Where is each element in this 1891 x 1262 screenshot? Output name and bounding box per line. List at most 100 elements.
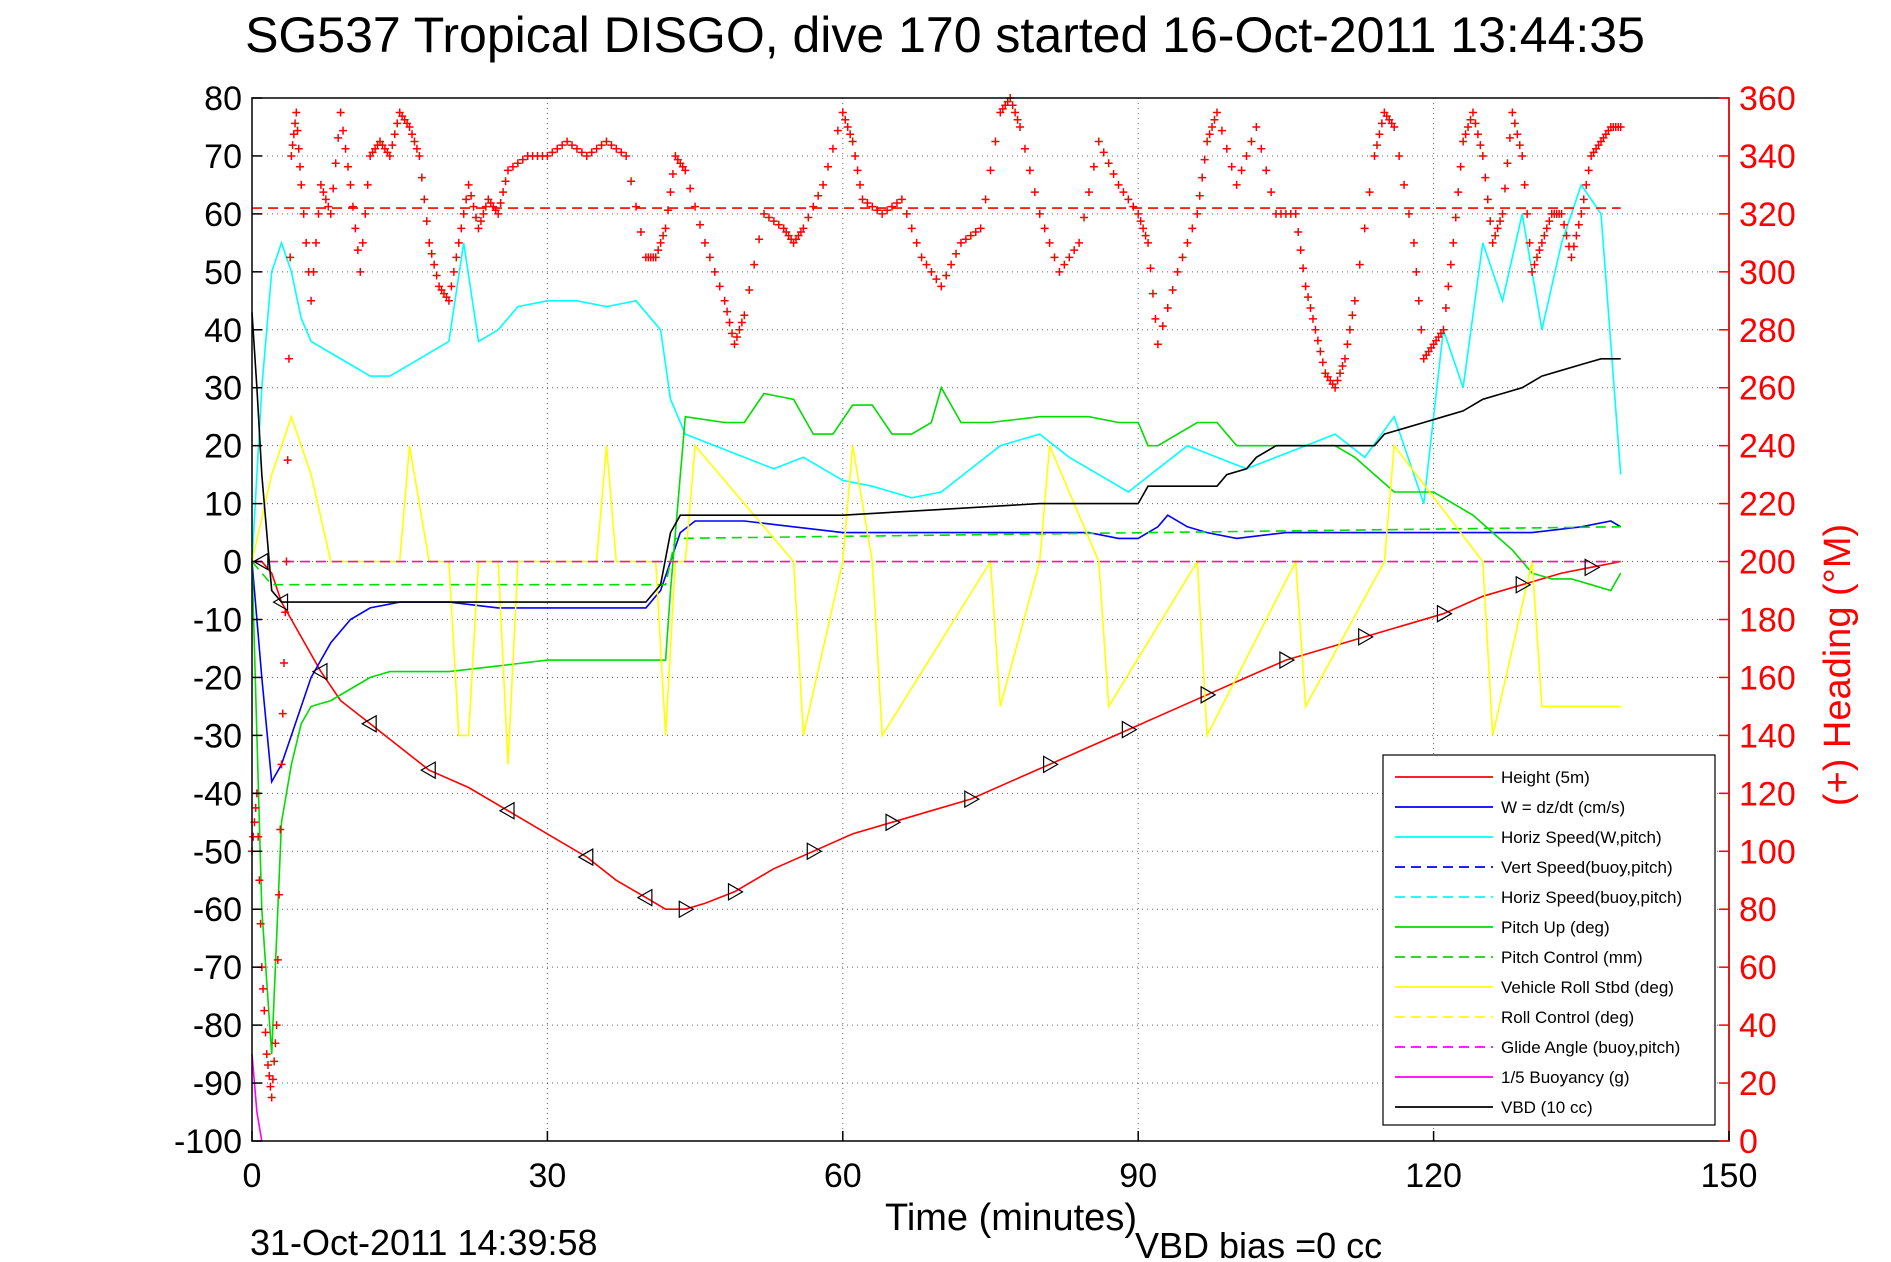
heading-marker	[1129, 202, 1138, 211]
heading-marker	[543, 151, 552, 160]
heading-marker	[961, 235, 970, 244]
heading-marker	[508, 162, 517, 171]
heading-marker	[1262, 166, 1271, 175]
heading-marker	[302, 238, 311, 247]
heading-marker	[572, 144, 581, 153]
x-tick-label: 120	[1405, 1157, 1462, 1195]
heading-marker	[705, 253, 714, 262]
height-marker	[577, 848, 594, 867]
heading-marker	[324, 202, 333, 211]
heading-marker	[260, 1006, 269, 1015]
heading-marker	[636, 227, 645, 236]
heading-marker	[261, 1028, 270, 1037]
heading-marker	[444, 296, 453, 305]
heading-marker	[1200, 155, 1209, 164]
heading-marker	[1008, 101, 1017, 110]
height-marker	[1279, 651, 1296, 670]
heading-marker	[1146, 264, 1155, 273]
heading-marker	[344, 162, 353, 171]
heading-marker	[723, 307, 732, 316]
series-line	[251, 312, 1621, 603]
heading-marker	[297, 180, 306, 189]
heading-marker	[307, 296, 316, 305]
heading-marker	[1345, 325, 1354, 334]
heading-marker	[1075, 238, 1084, 247]
heading-marker	[284, 354, 293, 363]
heading-marker	[1040, 224, 1049, 233]
heading-marker	[947, 260, 956, 269]
heading-marker	[828, 144, 837, 153]
heading-marker	[1525, 238, 1534, 247]
right-tick-label: 60	[1739, 949, 1777, 987]
heading-marker	[587, 148, 596, 157]
heading-marker	[1577, 209, 1586, 218]
heading-marker	[1227, 162, 1236, 171]
heading-marker	[1153, 340, 1162, 349]
heading-marker	[548, 148, 557, 157]
heading-marker	[1195, 191, 1204, 200]
heading-marker	[1491, 231, 1500, 240]
heading-marker	[267, 1093, 276, 1102]
heading-marker	[750, 260, 759, 269]
heading-marker	[892, 199, 901, 208]
heading-marker	[280, 658, 289, 667]
heading-marker	[902, 209, 911, 218]
heading-marker	[286, 253, 295, 262]
heading-marker	[467, 191, 476, 200]
heading-marker	[454, 238, 463, 247]
heading-marker	[1459, 137, 1468, 146]
heading-marker	[1348, 311, 1357, 320]
heading-marker	[622, 151, 631, 160]
heading-marker	[912, 238, 921, 247]
heading-marker	[833, 126, 842, 135]
heading-marker	[1294, 227, 1303, 236]
heading-marker	[1030, 188, 1039, 197]
heading-marker	[1560, 220, 1569, 229]
right-tick-label: 20	[1739, 1065, 1777, 1103]
heading-marker	[293, 126, 302, 135]
heading-marker	[1365, 188, 1374, 197]
heading-marker	[981, 195, 990, 204]
x-axis-label: Time (minutes)	[885, 1197, 1137, 1239]
heading-marker	[1336, 369, 1345, 378]
heading-marker	[1089, 162, 1098, 171]
heading-marker	[986, 166, 995, 175]
heading-marker	[319, 188, 328, 197]
heading-marker	[1134, 209, 1143, 218]
height-marker	[1436, 604, 1453, 623]
heading-marker	[1360, 224, 1369, 233]
heading-marker	[266, 1082, 275, 1091]
x-tick-label: 60	[824, 1157, 862, 1195]
heading-marker	[1530, 260, 1539, 269]
heading-marker	[1318, 358, 1327, 367]
y-tick-label: -50	[193, 833, 242, 871]
heading-marker	[427, 249, 436, 258]
legend-label: Horiz Speed(W,pitch)	[1501, 828, 1662, 847]
heading-marker	[1025, 166, 1034, 175]
heading-marker	[730, 340, 739, 349]
heading-marker	[971, 227, 980, 236]
heading-marker	[710, 267, 719, 276]
heading-marker	[814, 191, 823, 200]
heading-marker	[251, 803, 260, 812]
heading-marker	[937, 282, 946, 291]
heading-marker	[1139, 224, 1148, 233]
heading-marker	[278, 709, 287, 718]
heading-marker	[314, 209, 323, 218]
height-marker	[311, 662, 328, 681]
heading-marker	[479, 209, 488, 218]
heading-marker	[388, 141, 397, 150]
heading-marker	[1060, 260, 1069, 269]
heading-marker	[740, 311, 749, 320]
heading-marker	[1257, 144, 1266, 153]
heading-marker	[1094, 137, 1103, 146]
heading-marker	[346, 180, 355, 189]
right-tick-label: 100	[1739, 833, 1796, 871]
heading-marker	[1372, 141, 1381, 150]
heading-marker	[459, 209, 468, 218]
heading-marker	[1505, 133, 1514, 142]
heading-marker	[504, 166, 513, 175]
heading-marker	[474, 224, 483, 233]
heading-marker	[1518, 151, 1527, 160]
heading-marker	[272, 1021, 281, 1030]
